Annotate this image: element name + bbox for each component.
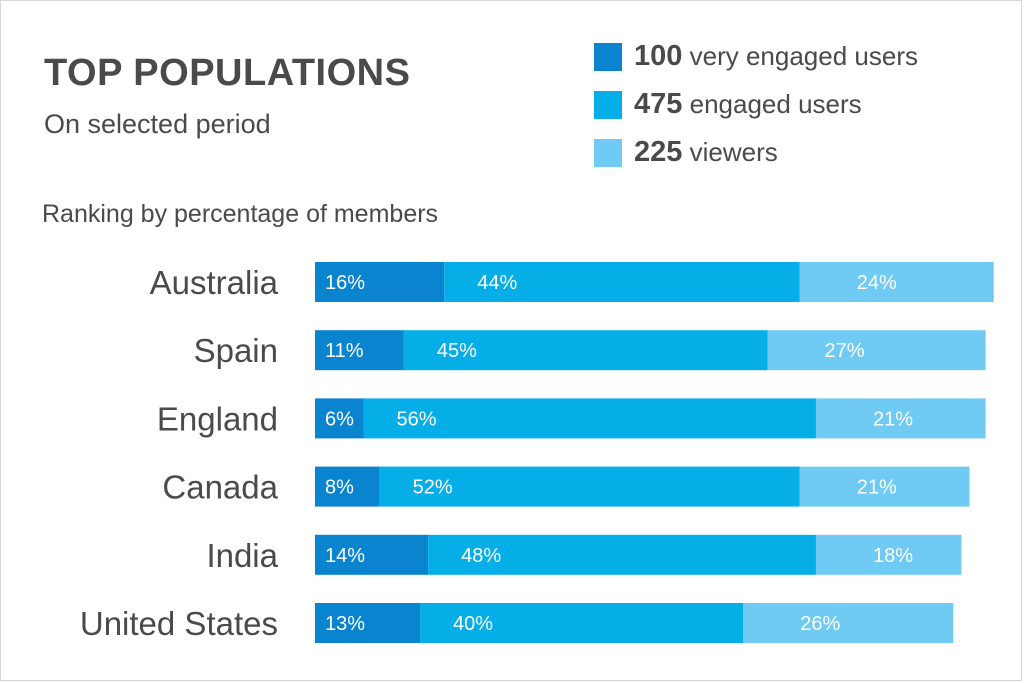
value-label-spain-engaged-users: 45% — [437, 340, 477, 362]
bar-canada-viewers — [799, 466, 970, 507]
category-label-spain: Spain — [194, 332, 278, 369]
value-label-united-states-viewers: 26% — [800, 613, 840, 635]
bar-spain-very-engaged-users — [315, 330, 404, 371]
bar-australia-engaged-users — [444, 262, 800, 302]
bar-united-states-engaged-users — [420, 603, 744, 643]
bar-india-viewers — [815, 534, 962, 575]
value-label-australia-very-engaged-users: 16% — [325, 272, 365, 294]
ranking-caption: Ranking by percentage of members — [42, 200, 439, 228]
value-label-spain-viewers: 27% — [824, 340, 864, 362]
bar-canada-engaged-users — [379, 466, 800, 507]
legend-count-engaged: 475 — [634, 88, 683, 120]
value-label-spain-very-engaged-users: 11% — [325, 340, 364, 362]
value-label-australia-engaged-users: 44% — [477, 272, 517, 294]
category-label-india: India — [206, 537, 278, 574]
bar-england-very-engaged-users — [315, 398, 364, 439]
bar-united-states-viewers — [743, 603, 954, 643]
bar-australia-viewers — [799, 262, 994, 302]
bar-canada-very-engaged-users — [315, 466, 380, 507]
value-label-india-engaged-users: 48% — [461, 545, 501, 567]
legend-count-very-engaged: 100 — [634, 40, 683, 72]
category-label-canada: Canada — [162, 469, 278, 506]
bar-england-viewers — [815, 398, 986, 439]
value-label-india-viewers: 18% — [873, 545, 913, 567]
value-label-united-states-engaged-users: 40% — [453, 613, 493, 635]
value-label-england-viewers: 21% — [873, 408, 913, 430]
bar-united-states-very-engaged-users — [315, 603, 421, 643]
bar-india-very-engaged-users — [315, 534, 429, 575]
legend-swatch-engaged — [594, 91, 622, 119]
bar-australia-very-engaged-users — [315, 262, 445, 302]
chart-subtitle: On selected period — [44, 109, 271, 139]
value-label-canada-viewers: 21% — [857, 477, 897, 499]
value-label-australia-viewers: 24% — [857, 272, 897, 294]
value-label-england-engaged-users: 56% — [396, 408, 436, 430]
category-label-australia: Australia — [150, 264, 279, 301]
legend-swatch-very-engaged — [594, 43, 622, 71]
value-label-united-states-very-engaged-users: 13% — [325, 613, 365, 635]
legend-swatch-viewers — [594, 139, 622, 167]
value-label-england-very-engaged-users: 6% — [325, 408, 354, 430]
chart-title: TOP POPULATIONS — [44, 52, 411, 94]
value-label-india-very-engaged-users: 14% — [325, 545, 365, 567]
category-label-england: England — [157, 400, 278, 437]
legend-label-viewers: viewers — [689, 137, 778, 167]
value-label-canada-engaged-users: 52% — [413, 477, 453, 499]
bar-india-engaged-users — [428, 534, 816, 575]
bar-england-engaged-users — [363, 398, 816, 439]
legend-count-viewers: 225 — [634, 136, 683, 168]
legend-label-engaged: engaged users — [689, 89, 862, 119]
value-label-canada-very-engaged-users: 8% — [325, 477, 354, 499]
category-label-united-states: United States — [80, 605, 278, 642]
bar-spain-engaged-users — [403, 330, 768, 371]
legend-label-very-engaged: very engaged users — [689, 41, 918, 71]
bar-spain-viewers — [767, 330, 986, 371]
